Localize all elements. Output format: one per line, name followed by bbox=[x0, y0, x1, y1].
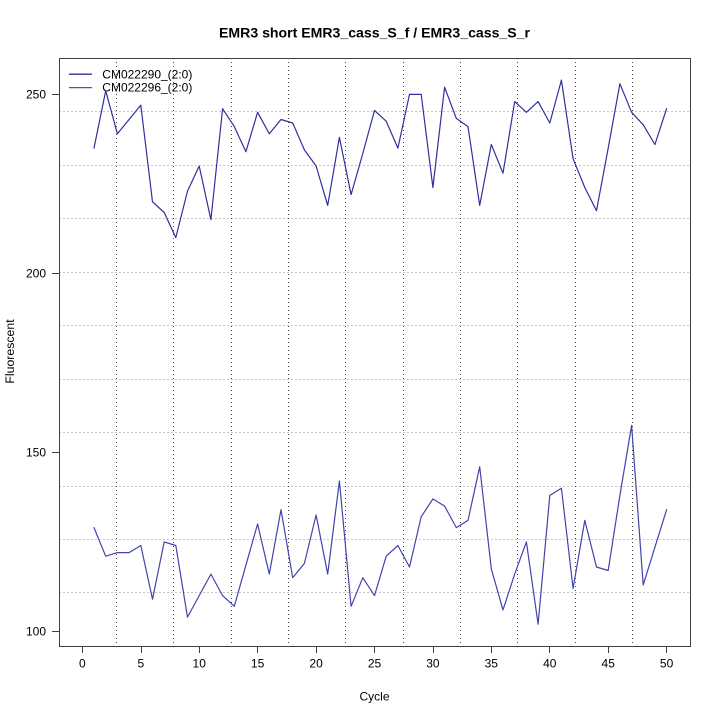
svg-text:Cycle: Cycle bbox=[359, 690, 389, 704]
svg-text:30: 30 bbox=[426, 657, 440, 671]
svg-text:Fluorescent: Fluorescent bbox=[3, 319, 17, 384]
svg-text:EMR3 short EMR3_cass_S_f / EMR: EMR3 short EMR3_cass_S_f / EMR3_cass_S_r bbox=[219, 25, 531, 41]
svg-text:35: 35 bbox=[485, 657, 499, 671]
svg-text:25: 25 bbox=[368, 657, 382, 671]
svg-text:5: 5 bbox=[137, 657, 144, 671]
svg-text:200: 200 bbox=[26, 267, 46, 281]
svg-text:40: 40 bbox=[543, 657, 557, 671]
svg-text:10: 10 bbox=[193, 657, 207, 671]
svg-text:250: 250 bbox=[26, 88, 46, 102]
svg-text:15: 15 bbox=[251, 657, 265, 671]
svg-text:CM022290_(2:0): CM022290_(2:0) bbox=[102, 67, 192, 81]
svg-text:0: 0 bbox=[79, 657, 86, 671]
svg-text:45: 45 bbox=[602, 657, 616, 671]
svg-text:100: 100 bbox=[26, 625, 46, 639]
svg-text:CM022296_(2:0): CM022296_(2:0) bbox=[102, 80, 192, 94]
svg-text:50: 50 bbox=[660, 657, 674, 671]
svg-text:150: 150 bbox=[26, 446, 46, 460]
svg-text:20: 20 bbox=[309, 657, 323, 671]
